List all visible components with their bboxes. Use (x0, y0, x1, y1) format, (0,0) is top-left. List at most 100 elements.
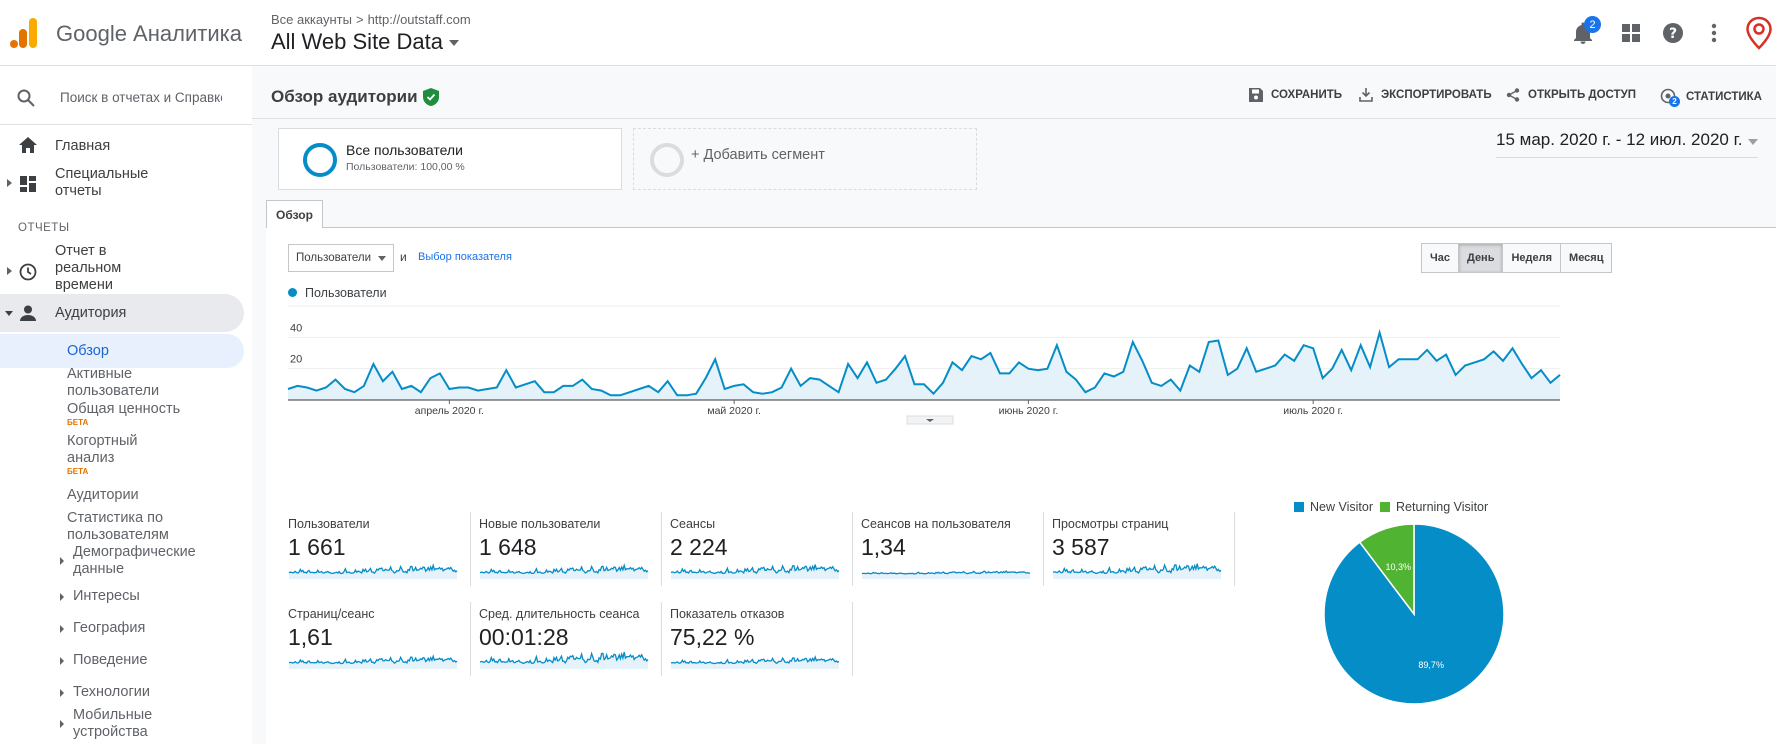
notifications-button[interactable]: 2 (1570, 16, 1601, 46)
expand-arrow-icon[interactable] (7, 179, 12, 187)
sparkline-line (288, 563, 458, 575)
export-icon (1359, 88, 1373, 102)
expand-arrow-icon[interactable] (60, 720, 64, 728)
location-pin-icon (1746, 16, 1772, 50)
x-tick-label: июль 2020 г. (1283, 405, 1343, 417)
kpi-value: 1 648 (479, 534, 537, 560)
kpi-value: 1,34 (861, 534, 906, 560)
metric-select[interactable]: Пользователи (288, 244, 394, 272)
sidebar-item-technology[interactable]: Технологии (73, 684, 150, 700)
users-line-chart[interactable]: 60 40 20 апрель 2020 г. май 2020 г. июнь 2020… (266, 300, 1776, 440)
save-label: СОХРАНИТЬ (1271, 89, 1343, 101)
chevron-down-icon (378, 256, 386, 261)
sidebar-item-active-users[interactable]: Активные пользователи (67, 366, 160, 399)
segment-name: Все пользователи (346, 142, 463, 158)
sidebar-item-custom-reports[interactable]: Специальные отчеты (55, 166, 149, 199)
pie-legend-label: New Visitor (1310, 500, 1373, 514)
kpi-tile[interactable]: Просмотры страниц 3 587 (1052, 517, 1222, 587)
report-search[interactable]: Поиск в отчетах и Справке (0, 82, 252, 112)
x-tick-label: май 2020 г. (707, 405, 761, 417)
breadcrumb-all-accounts[interactable]: Все аккаунты (271, 12, 352, 27)
chevron-down-icon (926, 419, 934, 422)
insights-button[interactable]: 2 СТАТИСТИКА (1660, 88, 1762, 107)
expand-arrow-icon[interactable] (60, 625, 64, 633)
beta-badge: БЕТА (67, 467, 89, 476)
expand-arrow-icon[interactable] (60, 557, 64, 565)
share-icon (1506, 88, 1520, 102)
pie-slice-label: 10,3% (1386, 562, 1412, 572)
breadcrumb-separator: > (355, 12, 364, 27)
view-selector[interactable]: All Web Site Data (271, 29, 460, 55)
breadcrumb-property[interactable]: http://outstaff.com (367, 12, 471, 27)
sidebar-item-lifetime-value[interactable]: Общая ценность БЕТА (67, 401, 180, 427)
expand-arrow-icon[interactable] (60, 657, 64, 665)
sidebar-divider (0, 124, 252, 125)
kpi-tile[interactable]: Новые пользователи 1 648 (479, 517, 649, 587)
kpi-label: Просмотры страниц (1052, 517, 1169, 531)
reports-section-label: ОТЧЕТЫ (18, 222, 70, 234)
pie-legend-new-visitor: New Visitor (1294, 500, 1373, 514)
sidebar-item-geo[interactable]: География (73, 620, 146, 636)
sidebar-item-home[interactable]: Главная (55, 138, 111, 154)
insights-icon: 2 (1660, 88, 1680, 107)
segment-all-users[interactable]: Все пользователи Пользователи: 100,00 % (278, 128, 622, 190)
y-tick-label: 40 (290, 322, 302, 334)
sidebar-item-audience[interactable]: Аудитория (0, 294, 244, 332)
kpi-label: Сред. длительность сеанса (479, 607, 640, 621)
date-range-picker[interactable]: 15 мар. 2020 г. - 12 июл. 2020 г. (1496, 130, 1758, 158)
kpi-tile[interactable]: Пользователи 1 661 (288, 517, 458, 587)
sparkline-line (479, 563, 649, 575)
sidebar-item-cohort[interactable]: Когортный анализ БЕТА (67, 433, 157, 476)
kpi-sparkline (670, 564, 840, 579)
kpi-label: Пользователи (288, 517, 370, 531)
add-segment-button[interactable]: + Добавить сегмент (633, 128, 977, 190)
sidebar-item-realtime[interactable]: Отчет в реальном времени (55, 243, 122, 293)
sidebar-item-user-explorer[interactable]: Статистика по пользователям (67, 510, 169, 543)
sparkline-line (479, 651, 649, 665)
more-menu-button[interactable] (1701, 20, 1727, 46)
sidebar-item-lifetime-value-label: Общая ценность (67, 401, 181, 417)
apps-button[interactable] (1618, 20, 1644, 46)
select-metric-link[interactable]: Выбор показателя (418, 251, 512, 263)
share-button[interactable]: ОТКРЫТЬ ДОСТУП (1506, 88, 1636, 102)
account-breadcrumb[interactable]: Все аккаунты > http://outstaff.com (271, 12, 471, 27)
period-button[interactable]: День (1458, 244, 1504, 272)
kpi-tile[interactable]: Сеансов на пользователя 1,34 (861, 517, 1031, 587)
account-avatar[interactable] (1744, 16, 1774, 50)
page-title: Обзор аудитории (271, 87, 418, 106)
period-button[interactable]: Месяц (1561, 244, 1612, 272)
sidebar-item-demographics[interactable]: Демографические данные (73, 544, 196, 577)
kpi-tile[interactable]: Показатель отказов 75,22 % (670, 607, 840, 677)
sidebar-item-audiences[interactable]: Аудитории (67, 487, 139, 503)
sidebar-item-overview[interactable]: Обзор (0, 334, 244, 368)
kpi-tile[interactable]: Страниц/сеанс 1,61 (288, 607, 458, 677)
expand-arrow-icon[interactable] (60, 593, 64, 601)
sparkline-line (670, 655, 840, 665)
sidebar-item-mobile[interactable]: Мобильные устройства (73, 707, 153, 740)
export-button[interactable]: ЭКСПОРТИРОВАТЬ (1359, 88, 1492, 102)
legend-square-icon (1294, 502, 1304, 512)
period-button[interactable]: Неделя (1503, 244, 1562, 272)
tab-overview[interactable]: Обзор (266, 200, 323, 229)
collapse-arrow-icon[interactable] (5, 311, 13, 316)
home-icon (19, 137, 37, 153)
analytics-logo-icon[interactable] (10, 18, 38, 48)
save-button[interactable]: СОХРАНИТЬ (1249, 88, 1342, 102)
sidebar-item-interests[interactable]: Интересы (73, 588, 140, 604)
search-input[interactable]: Поиск в отчетах и Справке (60, 90, 222, 105)
toolbar-divider (252, 118, 1776, 119)
expand-arrow-icon[interactable] (7, 267, 12, 275)
kpi-tile[interactable]: Сеансы 2 224 (670, 517, 840, 587)
and-text: и (400, 250, 407, 264)
visitor-type-pie-chart[interactable]: 89,7% 10,3% (1324, 524, 1504, 704)
sidebar-item-behavior[interactable]: Поведение (73, 652, 148, 668)
pie-legend-returning-visitor: Returning Visitor (1380, 500, 1488, 514)
expand-arrow-icon[interactable] (60, 689, 64, 697)
period-button[interactable]: Час (1422, 244, 1459, 272)
product-name: Google Аналитика (56, 21, 242, 46)
y-tick-label: 20 (290, 354, 302, 366)
kpi-sparkline (288, 654, 458, 669)
kpi-tile[interactable]: Сред. длительность сеанса 00:01:28 (479, 607, 649, 677)
view-name: All Web Site Data (271, 29, 444, 54)
help-button[interactable]: ? (1660, 20, 1686, 46)
